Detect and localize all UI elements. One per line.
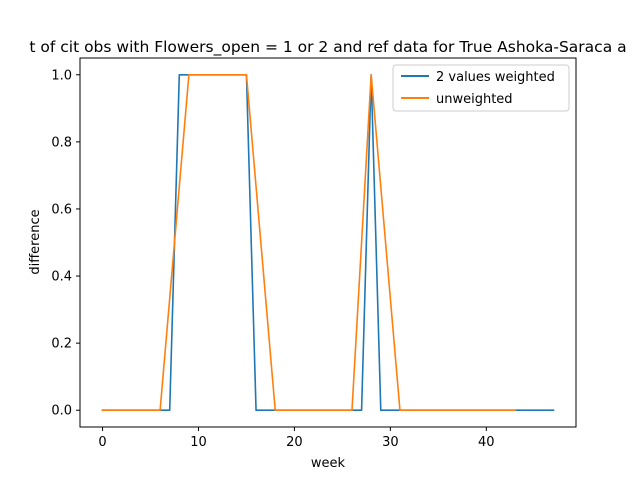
y-tick-label: 0.0 [51,404,72,419]
legend: 2 values weighted unweighted [392,64,570,112]
x-tick-label: 10 [190,435,207,450]
plot-area [101,73,555,412]
x-tick-label: 0 [98,435,106,450]
series-line-weighted [101,73,555,412]
x-tick-label: 20 [286,435,303,450]
y-tick-label: 0.6 [51,202,72,217]
legend-box [392,64,570,112]
y-axis-label: difference [28,209,43,274]
plot-frame [79,57,577,428]
x-axis-ticks: 0 10 20 30 40 [98,427,495,450]
x-axis-label: week [311,456,346,471]
legend-label-weighted: 2 values weighted [436,70,555,85]
legend-label-unweighted: unweighted [436,92,513,107]
x-tick-label: 40 [478,435,495,450]
series-line-unweighted [101,73,516,412]
x-tick-label: 30 [382,435,399,450]
y-tick-label: 1.0 [51,68,72,83]
y-tick-label: 0.4 [51,270,72,285]
chart-title: t of cit obs with Flowers_open = 1 or 2 … [29,38,626,57]
y-tick-label: 0.8 [51,135,72,150]
y-axis-ticks: 0.0 0.2 0.4 0.6 0.8 1.0 [51,68,80,419]
y-tick-label: 0.2 [51,337,72,352]
